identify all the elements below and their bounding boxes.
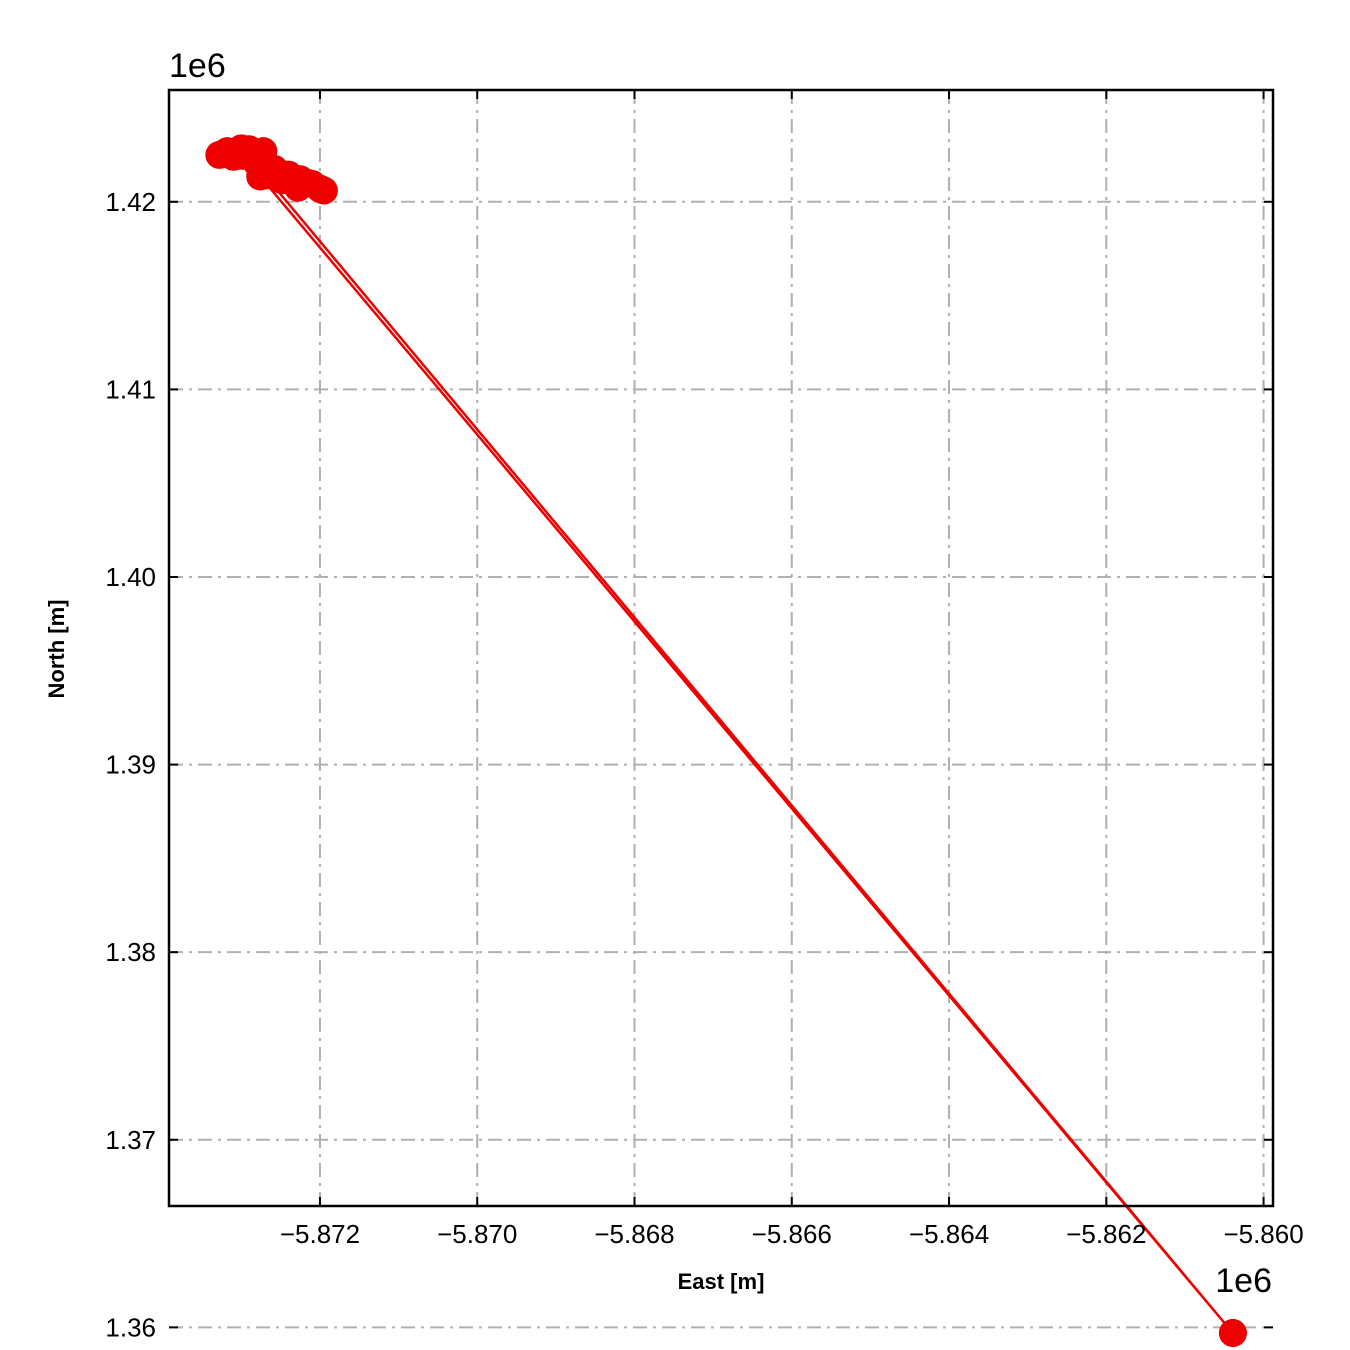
axis-ticks	[169, 90, 1273, 1329]
y-axis-label: North [m]	[44, 600, 69, 699]
trajectory-line	[218, 147, 1234, 1334]
y-tick-label: 1.39	[105, 750, 156, 780]
x-tick-label: −5.860	[1223, 1219, 1303, 1249]
data-point	[250, 161, 279, 190]
x-tick-labels: −5.872 −5.870 −5.868 −5.866 −5.864 −5.862 −5.8…	[280, 1219, 1304, 1249]
x-offset-label: 1e6	[1215, 1262, 1272, 1300]
x-tick-label: −5.872	[280, 1219, 360, 1249]
y-tick-label: 1.41	[105, 374, 156, 404]
x-tick-label: −5.862	[1066, 1219, 1146, 1249]
grid	[169, 90, 1273, 1329]
x-tick-label: −5.868	[594, 1219, 674, 1249]
y-tick-label: 1.40	[105, 562, 156, 592]
x-tick-label: −5.864	[909, 1219, 989, 1249]
y-tick-label: 1.42	[105, 187, 156, 217]
x-axis-label: East [m]	[678, 1269, 765, 1294]
plot-frame	[167, 88, 1275, 1208]
y-tick-label: 1.38	[105, 937, 156, 967]
y-tick-label: 1.36	[105, 1312, 156, 1342]
y-tick-label: 1.37	[105, 1125, 156, 1155]
data-point	[1218, 1319, 1247, 1348]
data-point	[305, 174, 334, 203]
x-tick-label: −5.870	[437, 1219, 517, 1249]
y-offset-label: 1e6	[169, 47, 226, 85]
x-tick-label: −5.866	[752, 1219, 832, 1249]
y-tick-labels: 1.36 1.37 1.38 1.39 1.40 1.41 1.42	[105, 187, 156, 1343]
trajectory-data	[205, 134, 1247, 1348]
